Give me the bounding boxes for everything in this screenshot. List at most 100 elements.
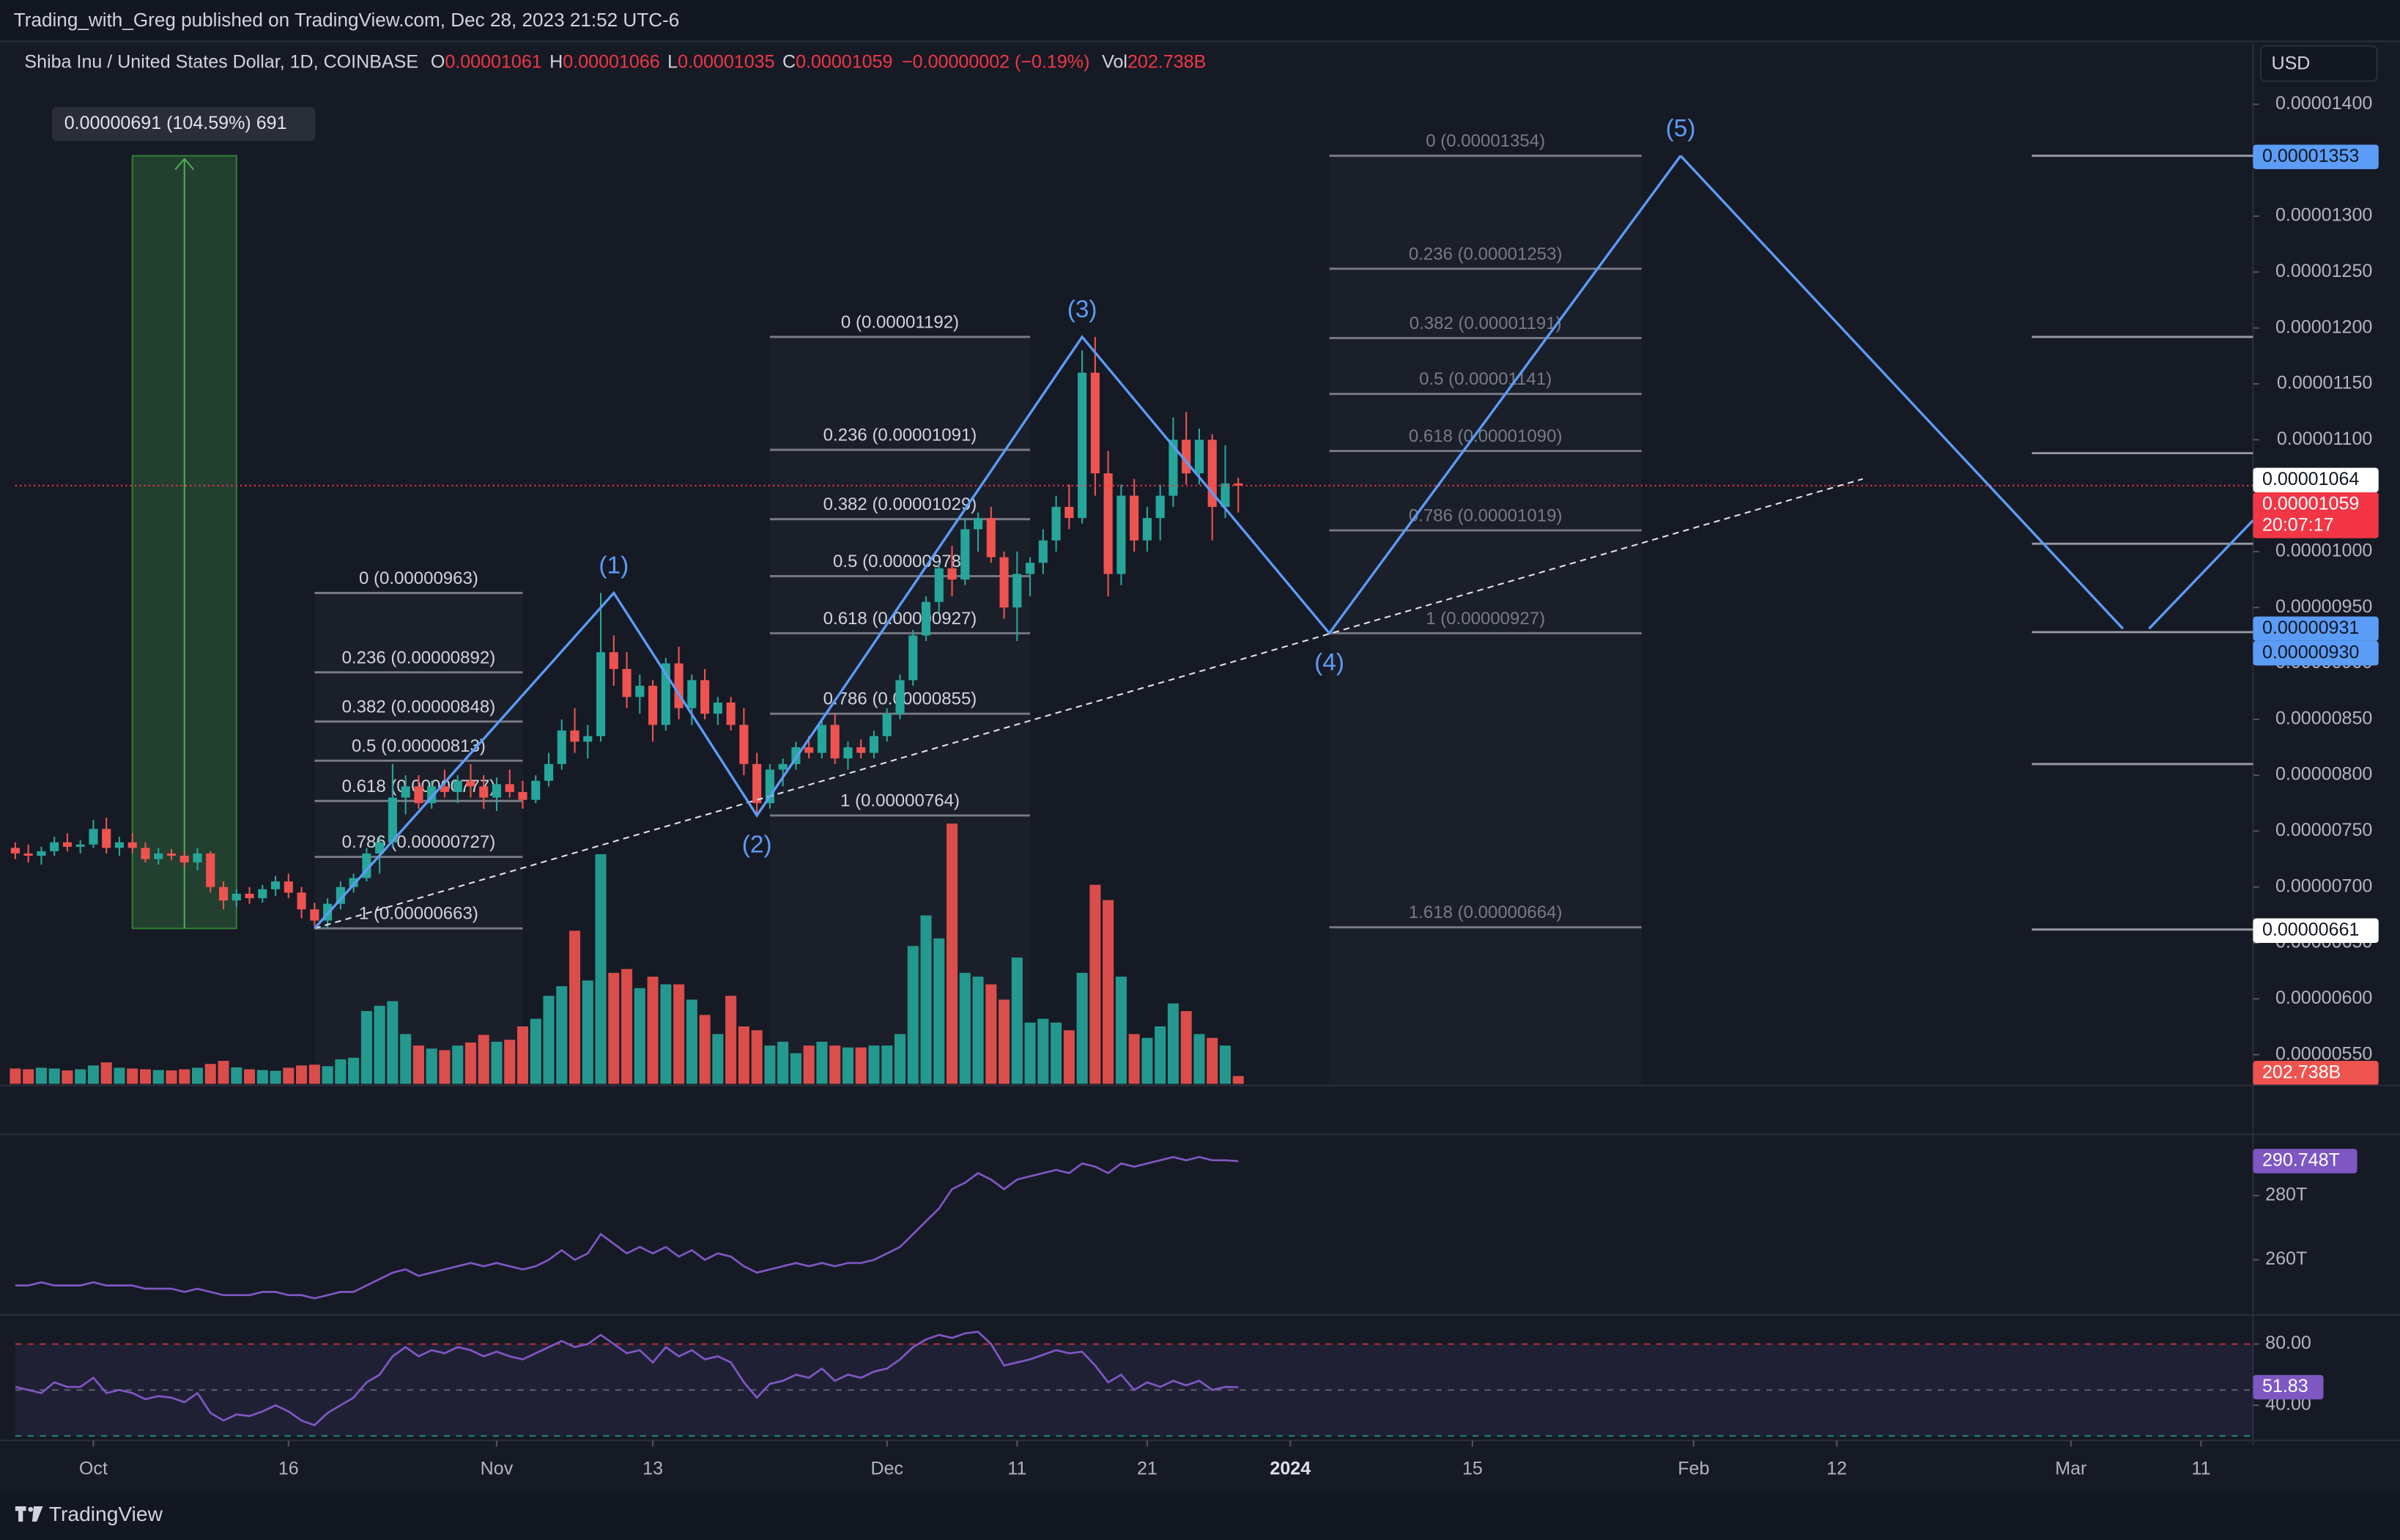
trendline [314,478,1863,930]
fib-label: 0 (0.00000963) [359,569,478,588]
candle-body [89,829,98,845]
fib-label: 0.382 (0.00000848) [342,697,496,717]
volume-bar [23,1069,34,1084]
volume-bar [1167,1003,1179,1084]
candle-body [401,786,410,798]
volume-bar [152,1070,164,1084]
y-tick-label: 0.00000550 [2275,1043,2372,1064]
volume-bar [426,1048,437,1084]
volume-bar [478,1034,489,1084]
candle-body [218,886,229,901]
candle-body [1142,518,1152,541]
x-tick-label: 16 [278,1459,299,1479]
candle-body [934,568,944,602]
volume-bar [920,915,932,1084]
candle-body [700,680,710,714]
volume-bar [933,938,945,1084]
x-tick-label: Dec [870,1459,903,1479]
candle-body [856,747,866,753]
x-tick-label: Oct [79,1459,108,1479]
candle-body [1090,372,1100,474]
candle-body [843,747,853,759]
volume-bar [543,996,555,1084]
y-tick-label: 0.00001200 [2275,316,2372,337]
candle-body [154,853,163,859]
last-value-box [2253,1374,2324,1400]
x-tick-label: Mar [2055,1459,2086,1479]
candle-body [570,730,579,742]
legend-value: 0.00001059 [796,51,892,72]
y-tick-label: 80.00 [2265,1333,2311,1353]
volume-bar [647,977,659,1084]
volume-bar [1103,900,1114,1084]
price-label: 0.00001353 [2262,146,2359,166]
candle-body [102,829,111,848]
volume-bar [1063,1030,1075,1084]
price-label-box [2253,467,2379,492]
y-tick-label: 0.00001150 [2277,373,2373,393]
y-tick-label: 0.00000700 [2275,875,2372,896]
volume-bar [322,1066,333,1084]
candle-body [869,736,879,753]
candle-body [1116,495,1126,574]
fib-label: 0.236 (0.00001091) [823,426,977,445]
fib-label: 0.618 (0.00000927) [823,609,977,629]
indicator-line [15,1155,1239,1300]
y-tick-label: 0.00000800 [2275,764,2372,785]
currency-box [2259,45,2378,82]
candle-body [531,780,541,800]
fib-label: 1 (0.00000927) [1426,609,1545,629]
last-value-label: 51.83 [2262,1376,2308,1396]
candle-body [1103,473,1113,574]
candle-body [479,786,489,798]
fib-label: 1 (0.00000764) [840,791,960,811]
volume-bar [673,984,685,1084]
legend-value: 202.738B [1127,51,1206,72]
candle-body [179,856,189,863]
volume-bar [608,972,620,1084]
volume-bar [374,1005,385,1084]
wave-label: (5) [1666,115,1696,142]
y-tick-label: 0.00001250 [2275,261,2372,281]
volume-bar [816,1041,828,1084]
legend-key: O [431,51,445,72]
fib-label: 0 (0.00001354) [1426,131,1545,151]
fib-label: 0.618 (0.00001090) [1409,426,1563,446]
volume-bar [569,930,581,1084]
volume-bar [712,1034,724,1084]
volume-bar [516,1026,529,1084]
candle-body [609,652,618,670]
candle-body [817,725,827,753]
candle-body [804,747,814,753]
x-tick-label: 12 [1826,1459,1847,1479]
volume-bar [1051,1022,1062,1084]
candle-body [960,529,970,580]
candle-body [830,725,840,759]
last-value-label: 290.748T [2262,1150,2340,1170]
volume-bar [48,1068,60,1084]
wave-label: (3) [1067,296,1097,323]
volume-bar [582,980,593,1084]
measure-arrow-head [174,158,195,171]
candle-body [1234,483,1243,486]
last-value-box [2253,1149,2358,1174]
x-tick-label: 2024 [1270,1459,1311,1479]
y-tick-label: 0.00001000 [2275,541,2372,561]
volume-bar [868,1045,880,1084]
volume-bar [1180,1011,1192,1084]
fib-label: 0 (0.00001192) [841,312,959,332]
fib-label: 0.382 (0.00001029) [823,495,977,514]
volume-bar [881,1045,893,1084]
y-tick-label: 0.00000950 [2275,596,2372,617]
candle-body [1026,563,1035,574]
candle-body [284,881,293,893]
candle-body [141,848,150,859]
price-label: 0.00001059 [2262,493,2359,514]
candle-body [1155,495,1165,519]
candle-body [947,568,957,580]
candle-body [687,680,697,708]
candle-body [310,909,319,921]
volume-bar [179,1069,190,1084]
